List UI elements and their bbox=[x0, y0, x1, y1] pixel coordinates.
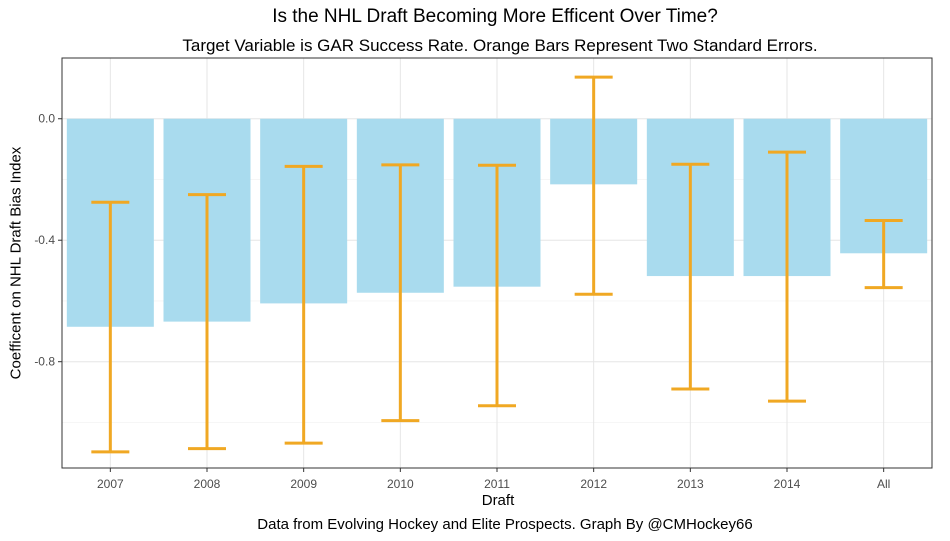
error-bar-2010 bbox=[381, 163, 420, 423]
y-tick-label: -0.8 bbox=[34, 355, 55, 369]
x-tick-label: 2014 bbox=[774, 477, 801, 491]
x-tick-label: All bbox=[877, 477, 890, 491]
x-tick-label: 2007 bbox=[97, 477, 124, 491]
y-axis-label: Coefficent on NHL Draft Bias Index bbox=[7, 146, 25, 380]
axes-layer: 0.0 -0.4 -0.8 2007 2008 2009 2010 2011 2012 2013 2… bbox=[34, 57, 933, 491]
chart-subtitle: Target Variable is GAR Success Rate. Ora… bbox=[182, 36, 818, 55]
errors-layer bbox=[91, 75, 903, 454]
x-axis-label: Draft bbox=[481, 492, 515, 509]
x-tick-label: 2012 bbox=[580, 477, 607, 491]
chart-title: Is the NHL Draft Becoming More Efficent … bbox=[272, 6, 718, 27]
x-tick-label: 2009 bbox=[290, 477, 317, 491]
y-tick-label: 0.0 bbox=[38, 112, 55, 126]
x-tick-label: 2008 bbox=[194, 477, 221, 491]
error-bar-2012 bbox=[574, 75, 613, 296]
x-tick-label: 2010 bbox=[387, 477, 414, 491]
error-bar-2009 bbox=[284, 164, 323, 445]
x-tick-label: 2013 bbox=[677, 477, 704, 491]
error-bar-2008 bbox=[188, 193, 226, 451]
error-bar-All bbox=[864, 218, 903, 290]
error-bar-2011 bbox=[478, 163, 516, 408]
x-tick-label: 2011 bbox=[484, 477, 510, 491]
y-tick-label: -0.4 bbox=[34, 233, 55, 247]
error-bar-2014 bbox=[768, 150, 806, 403]
error-bar-2007 bbox=[91, 200, 130, 454]
chart-caption: Data from Evolving Hockey and Elite Pros… bbox=[257, 516, 753, 533]
error-bar-2013 bbox=[671, 162, 710, 391]
